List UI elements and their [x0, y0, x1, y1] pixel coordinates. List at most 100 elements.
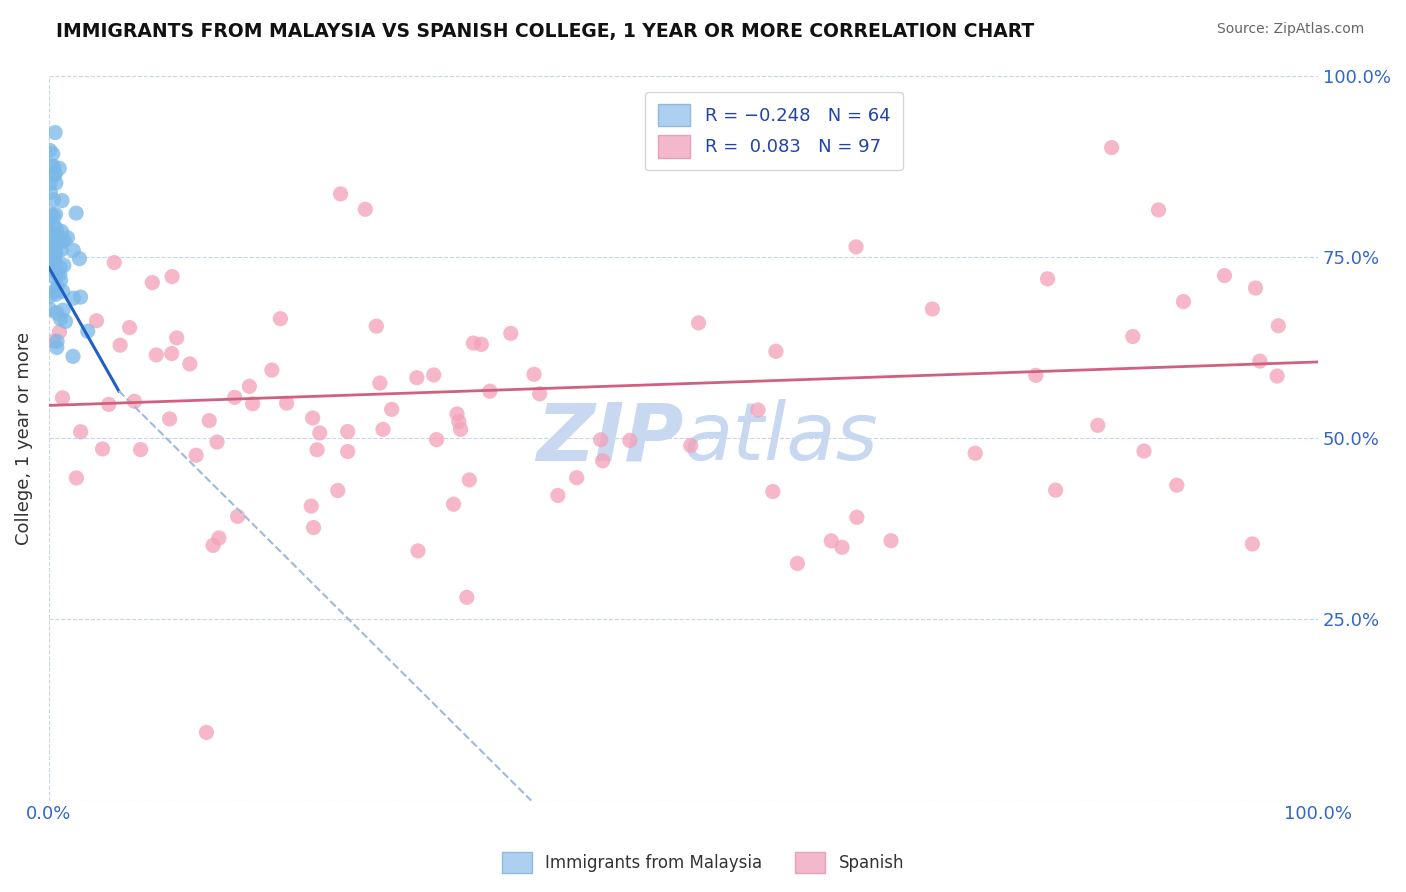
Point: [336, 444, 359, 458]
Point: [326, 483, 349, 498]
Point: [1087, 418, 1109, 433]
Point: [42, 239, 65, 253]
Point: [354, 202, 377, 217]
Text: IMMIGRANTS FROM MALAYSIA VS SPANISH COLLEGE, 1 YEAR OR MORE CORRELATION CHART: IMMIGRANTS FROM MALAYSIA VS SPANISH COLL…: [56, 22, 1035, 41]
Point: [302, 520, 325, 534]
Point: [48, 161, 70, 176]
Point: [1213, 268, 1236, 283]
Point: [49, 311, 72, 326]
Point: [41, 159, 63, 173]
Point: [41, 237, 63, 252]
Point: [589, 433, 612, 447]
Point: [56, 230, 79, 244]
Point: [195, 725, 218, 739]
Point: [52, 285, 75, 299]
Point: [97, 397, 120, 411]
Point: [329, 186, 352, 201]
Point: [242, 397, 264, 411]
Point: [41, 227, 63, 242]
Point: [965, 446, 987, 460]
Point: [42, 210, 65, 224]
Point: [39, 207, 62, 221]
Point: [198, 414, 221, 428]
Point: [45, 176, 67, 190]
Point: [42, 252, 65, 267]
Point: [38, 289, 60, 303]
Point: [42, 193, 65, 207]
Point: [260, 363, 283, 377]
Point: [44, 219, 66, 233]
Point: [529, 387, 551, 401]
Point: [108, 338, 131, 352]
Point: [179, 357, 201, 371]
Point: [62, 291, 84, 305]
Point: [307, 442, 329, 457]
Point: [921, 301, 943, 316]
Point: [405, 370, 427, 384]
Point: [426, 433, 449, 447]
Point: [45, 266, 67, 280]
Point: [224, 390, 246, 404]
Point: [44, 167, 66, 181]
Point: [308, 425, 330, 440]
Point: [38, 239, 60, 253]
Point: [205, 435, 228, 450]
Point: [55, 314, 77, 328]
Point: [53, 233, 76, 247]
Point: [103, 255, 125, 269]
Point: [49, 243, 72, 257]
Point: [38, 143, 60, 157]
Point: [45, 207, 67, 221]
Point: [269, 311, 291, 326]
Point: [49, 273, 72, 287]
Point: [49, 260, 72, 275]
Point: [65, 206, 87, 220]
Point: [160, 346, 183, 360]
Point: [39, 177, 62, 191]
Point: [186, 448, 208, 462]
Point: [44, 167, 66, 181]
Point: [1166, 478, 1188, 492]
Point: [38, 212, 60, 227]
Point: [688, 316, 710, 330]
Point: [69, 425, 91, 439]
Point: [276, 396, 298, 410]
Point: [45, 341, 67, 355]
Point: [45, 247, 67, 261]
Point: [1267, 318, 1289, 333]
Point: [67, 252, 90, 266]
Point: [226, 509, 249, 524]
Point: [41, 253, 63, 268]
Point: [51, 194, 73, 208]
Point: [65, 471, 87, 485]
Point: [69, 290, 91, 304]
Legend: Immigrants from Malaysia, Spanish: Immigrants from Malaysia, Spanish: [495, 846, 911, 880]
Point: [447, 415, 470, 429]
Point: [44, 253, 66, 268]
Point: [336, 425, 359, 439]
Point: [366, 319, 388, 334]
Point: [41, 243, 63, 257]
Point: [747, 403, 769, 417]
Point: [45, 306, 67, 320]
Point: [1036, 272, 1059, 286]
Point: [450, 422, 472, 436]
Point: [422, 368, 444, 382]
Point: [368, 376, 391, 390]
Point: [91, 442, 114, 456]
Point: [46, 229, 69, 244]
Point: [42, 160, 65, 174]
Point: [1025, 368, 1047, 383]
Legend: R = −0.248   N = 64, R =  0.083   N = 97: R = −0.248 N = 64, R = 0.083 N = 97: [645, 92, 903, 170]
Point: [499, 326, 522, 341]
Point: [547, 488, 569, 502]
Point: [831, 541, 853, 555]
Text: ZIP: ZIP: [536, 399, 683, 477]
Point: [299, 499, 322, 513]
Point: [62, 350, 84, 364]
Point: [592, 454, 614, 468]
Point: [406, 544, 429, 558]
Point: [76, 324, 98, 338]
Point: [1241, 537, 1264, 551]
Point: [202, 538, 225, 552]
